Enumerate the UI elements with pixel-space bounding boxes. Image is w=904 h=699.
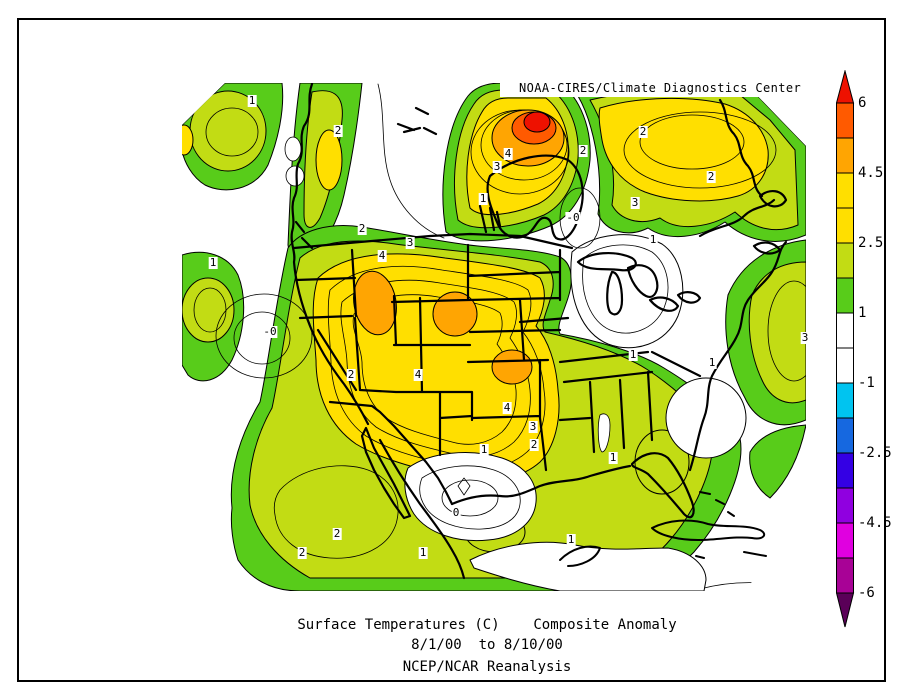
contour-value-label: 1: [479, 443, 489, 456]
contour-value-label: 4: [502, 401, 512, 414]
contour-value-label: -0: [565, 211, 581, 224]
contour-value-label: 3: [528, 420, 538, 433]
colorbar-tick-label: 4.5: [858, 165, 884, 181]
colorbar-segment: [836, 452, 854, 489]
plot-title: Surface Temperatures (C) Composite Anoma…: [297, 617, 677, 633]
contour-value-label: 3: [405, 236, 415, 249]
contour-value-label: -0: [262, 325, 278, 338]
colorbar-segment: [836, 522, 854, 559]
contour-value-label: 2: [332, 527, 342, 540]
contour-value-label: 1: [566, 533, 576, 546]
contour-value-label: 1: [208, 256, 218, 269]
colorbar-tick-label: -2.5: [858, 445, 892, 461]
colorbar-tick-label: 1: [858, 305, 867, 321]
colorbar-segment: [835, 592, 855, 628]
contour-value-label: 1: [628, 348, 638, 361]
contour-value-label: 1: [478, 192, 488, 205]
colorbar-segment: [836, 382, 854, 419]
zero-contour-rings: [215, 187, 669, 530]
contour-value-label: 0: [451, 506, 461, 519]
contour-value-label: 1: [648, 233, 658, 246]
credit-text: NOAA-CIRES/Climate Diagnostics Center: [516, 81, 805, 95]
contour-value-label: 4: [503, 147, 513, 160]
contour-value-label: 2: [333, 124, 343, 137]
colorbar-tick-label: -6: [858, 585, 875, 601]
contour-value-label: 2: [357, 222, 367, 235]
contour-value-label: 1: [707, 356, 717, 369]
colorbar-segment: [835, 69, 855, 104]
plot-frame-border: [17, 18, 886, 682]
colorbar-segment: [836, 417, 854, 454]
coastlines-and-borders: [290, 83, 788, 580]
colorbar-tick-label: 6: [858, 95, 867, 111]
contour-value-label: 2: [638, 125, 648, 138]
colorbar-segment: [836, 207, 854, 244]
contour-value-label: 4: [377, 249, 387, 262]
colorbar-segment: [836, 277, 854, 314]
contour-value-label: 3: [630, 196, 640, 209]
colorbar-scale: [835, 69, 855, 628]
contour-value-label: 2: [706, 170, 716, 183]
contour-value-label: 2: [346, 368, 356, 381]
colorbar: [835, 69, 856, 634]
colorbar-segment: [836, 487, 854, 524]
colorbar-tick-label: -4.5: [858, 515, 892, 531]
neutral-white-regions: [284, 136, 747, 591]
contour-value-label: 2: [578, 144, 588, 157]
colorbar-segment: [836, 242, 854, 279]
colorbar-segment: [836, 137, 854, 174]
contour-value-label: 3: [800, 331, 810, 344]
contour-value-label: 1: [247, 94, 257, 107]
colorbar-segment: [836, 312, 854, 349]
contour-value-label: 4: [413, 368, 423, 381]
plot-date-range: 8/1/00 to 8/10/00: [411, 637, 563, 653]
colorbar-segment: [836, 347, 854, 384]
contour-value-label: 3: [492, 160, 502, 173]
contour-value-label: 2: [297, 546, 307, 559]
colorbar-segment: [836, 102, 854, 139]
colorbar-tick-label: -1: [858, 375, 875, 391]
contour-value-label: 1: [608, 451, 618, 464]
plot-dataset: NCEP/NCAR Reanalysis: [402, 659, 572, 675]
colorbar-segment: [836, 172, 854, 209]
colorbar-segment: [836, 557, 854, 594]
contour-value-label: 1: [418, 546, 428, 559]
contour-value-label: 2: [529, 438, 539, 451]
colorbar-tick-label: 2.5: [858, 235, 884, 251]
